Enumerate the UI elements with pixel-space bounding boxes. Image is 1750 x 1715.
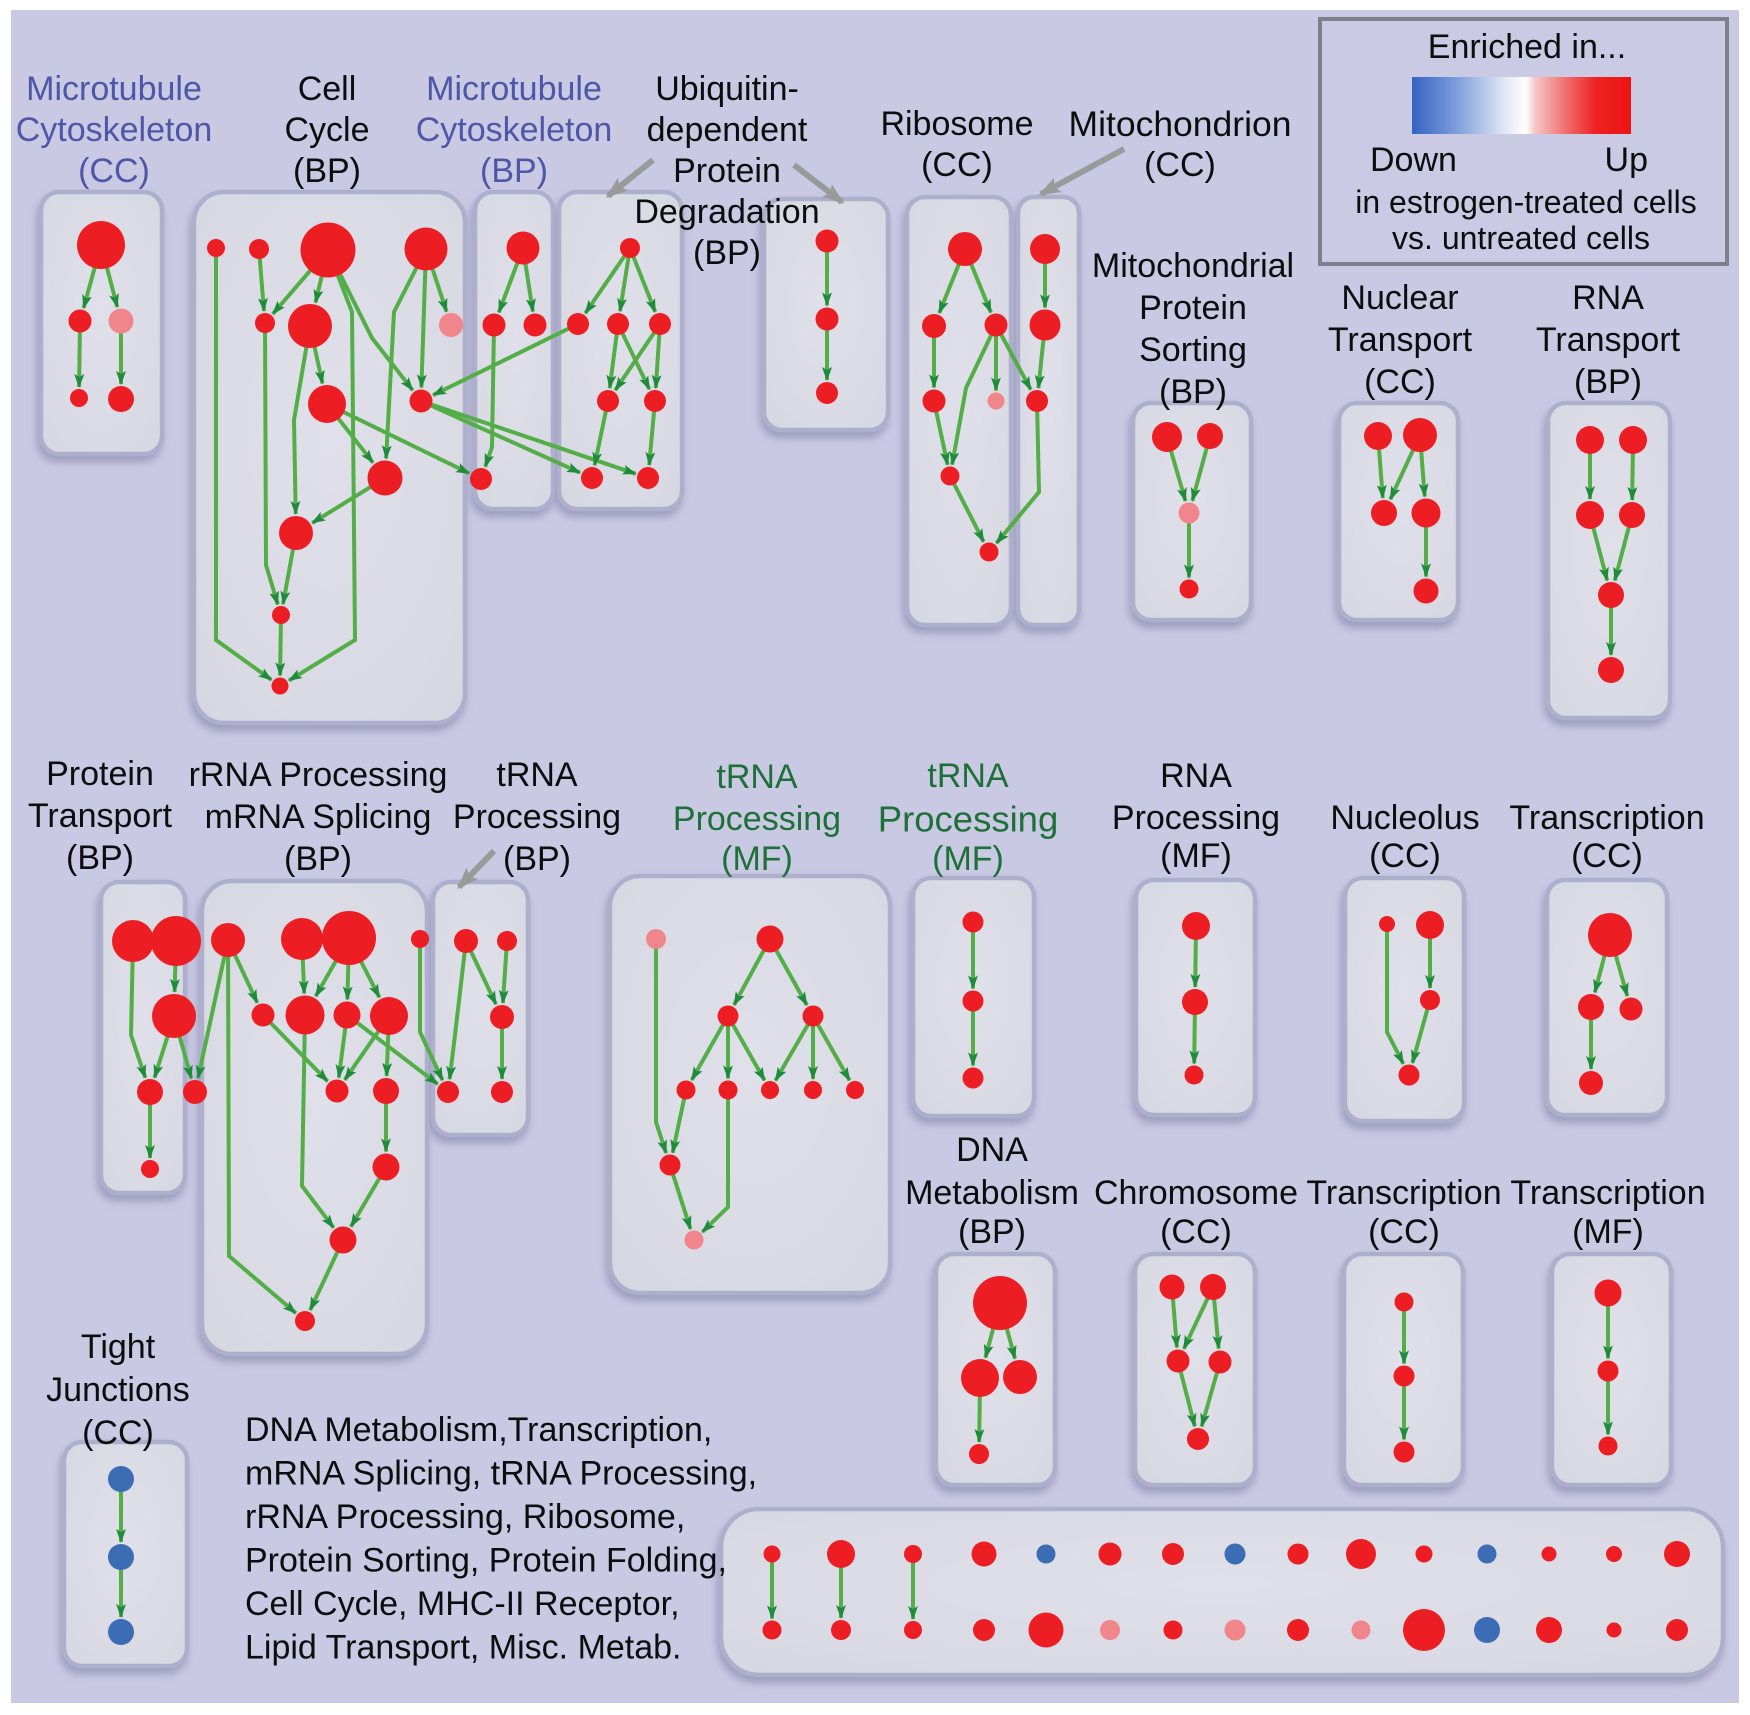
svg-text:(MF): (MF) — [721, 840, 793, 878]
svg-text:Cell: Cell — [298, 70, 357, 108]
svg-text:RNA: RNA — [1572, 279, 1644, 317]
svg-text:(BP): (BP) — [503, 840, 571, 878]
svg-text:Up: Up — [1605, 141, 1648, 179]
svg-text:Processing: Processing — [673, 800, 841, 838]
svg-text:Ribosome: Ribosome — [880, 105, 1033, 143]
svg-text:(BP): (BP) — [293, 152, 361, 190]
svg-text:(BP): (BP) — [693, 234, 761, 272]
svg-text:(CC): (CC) — [82, 1414, 154, 1452]
svg-text:tRNA: tRNA — [496, 756, 578, 794]
svg-text:mRNA Splicing, tRNA Processing: mRNA Splicing, tRNA Processing, — [245, 1455, 757, 1493]
svg-text:Degradation: Degradation — [634, 193, 819, 231]
svg-text:mRNA Splicing: mRNA Splicing — [205, 798, 432, 836]
svg-text:Transcription: Transcription — [1306, 1174, 1501, 1212]
svg-text:Microtubule: Microtubule — [426, 70, 602, 108]
svg-text:tRNA: tRNA — [716, 758, 798, 796]
svg-text:Ubiquitin-: Ubiquitin- — [655, 70, 799, 108]
svg-text:Transport: Transport — [1536, 321, 1681, 359]
svg-text:(CC): (CC) — [1364, 363, 1436, 401]
svg-text:Protein: Protein — [46, 755, 154, 793]
svg-text:Cycle: Cycle — [284, 111, 369, 149]
svg-text:Transport: Transport — [1328, 321, 1473, 359]
svg-text:(CC): (CC) — [1571, 837, 1643, 875]
svg-text:rRNA Processing: rRNA Processing — [189, 756, 448, 794]
svg-text:Mitochondrial: Mitochondrial — [1092, 247, 1294, 285]
svg-text:rRNA Processing, Ribosome,: rRNA Processing, Ribosome, — [245, 1498, 685, 1536]
svg-text:Mitochondrion: Mitochondrion — [1069, 104, 1292, 144]
svg-text:(CC): (CC) — [1368, 1213, 1440, 1251]
svg-text:tRNA: tRNA — [927, 757, 1009, 795]
svg-text:DNA: DNA — [956, 1131, 1028, 1169]
svg-text:Processing: Processing — [878, 799, 1059, 840]
svg-text:(BP): (BP) — [66, 839, 134, 877]
svg-text:(MF): (MF) — [1572, 1213, 1644, 1251]
svg-text:(CC): (CC) — [921, 146, 993, 184]
svg-text:Protein Sorting, Protein Foldi: Protein Sorting, Protein Folding, — [245, 1542, 727, 1580]
svg-text:Sorting: Sorting — [1139, 331, 1247, 369]
svg-text:Processing: Processing — [453, 798, 621, 836]
svg-text:Junctions: Junctions — [46, 1371, 190, 1409]
svg-text:RNA: RNA — [1160, 757, 1232, 795]
svg-text:Processing: Processing — [1112, 799, 1280, 837]
svg-text:(BP): (BP) — [480, 152, 548, 190]
svg-text:dependent: dependent — [647, 111, 808, 149]
svg-text:(CC): (CC) — [1369, 837, 1441, 875]
svg-text:(MF): (MF) — [1160, 837, 1232, 875]
svg-text:Nucleolus: Nucleolus — [1330, 799, 1479, 837]
svg-text:(CC): (CC) — [78, 152, 150, 190]
svg-text:Down: Down — [1370, 141, 1457, 179]
svg-text:(CC): (CC) — [1160, 1213, 1232, 1251]
svg-text:(BP): (BP) — [284, 840, 352, 878]
svg-text:Enriched in...: Enriched in... — [1428, 28, 1626, 66]
svg-text:Protein: Protein — [673, 152, 781, 190]
svg-text:Transport: Transport — [28, 797, 173, 835]
svg-text:Protein: Protein — [1139, 289, 1247, 327]
svg-text:vs. untreated cells: vs. untreated cells — [1392, 220, 1650, 256]
svg-text:Chromosome: Chromosome — [1094, 1174, 1298, 1212]
svg-text:Nuclear: Nuclear — [1341, 279, 1458, 317]
svg-text:Cell Cycle, MHC-II Receptor,: Cell Cycle, MHC-II Receptor, — [245, 1585, 680, 1623]
svg-text:Tight: Tight — [81, 1328, 156, 1366]
svg-text:(BP): (BP) — [1159, 373, 1227, 411]
svg-text:in estrogen-treated cells: in estrogen-treated cells — [1355, 184, 1697, 220]
svg-text:Transcription: Transcription — [1510, 1174, 1705, 1212]
svg-text:(CC): (CC) — [1144, 146, 1216, 184]
svg-text:Cytoskeleton: Cytoskeleton — [16, 111, 213, 149]
svg-text:(BP): (BP) — [1574, 363, 1642, 401]
svg-text:(BP): (BP) — [958, 1213, 1026, 1251]
svg-text:Cytoskeleton: Cytoskeleton — [416, 111, 613, 149]
svg-text:(MF): (MF) — [932, 840, 1004, 878]
svg-text:Metabolism: Metabolism — [905, 1174, 1079, 1212]
svg-text:Microtubule: Microtubule — [26, 70, 202, 108]
svg-text:Transcription: Transcription — [1509, 799, 1704, 837]
svg-text:Lipid Transport, Misc. Metab.: Lipid Transport, Misc. Metab. — [245, 1629, 682, 1667]
svg-text:DNA Metabolism,Transcription,: DNA Metabolism,Transcription, — [245, 1411, 712, 1449]
